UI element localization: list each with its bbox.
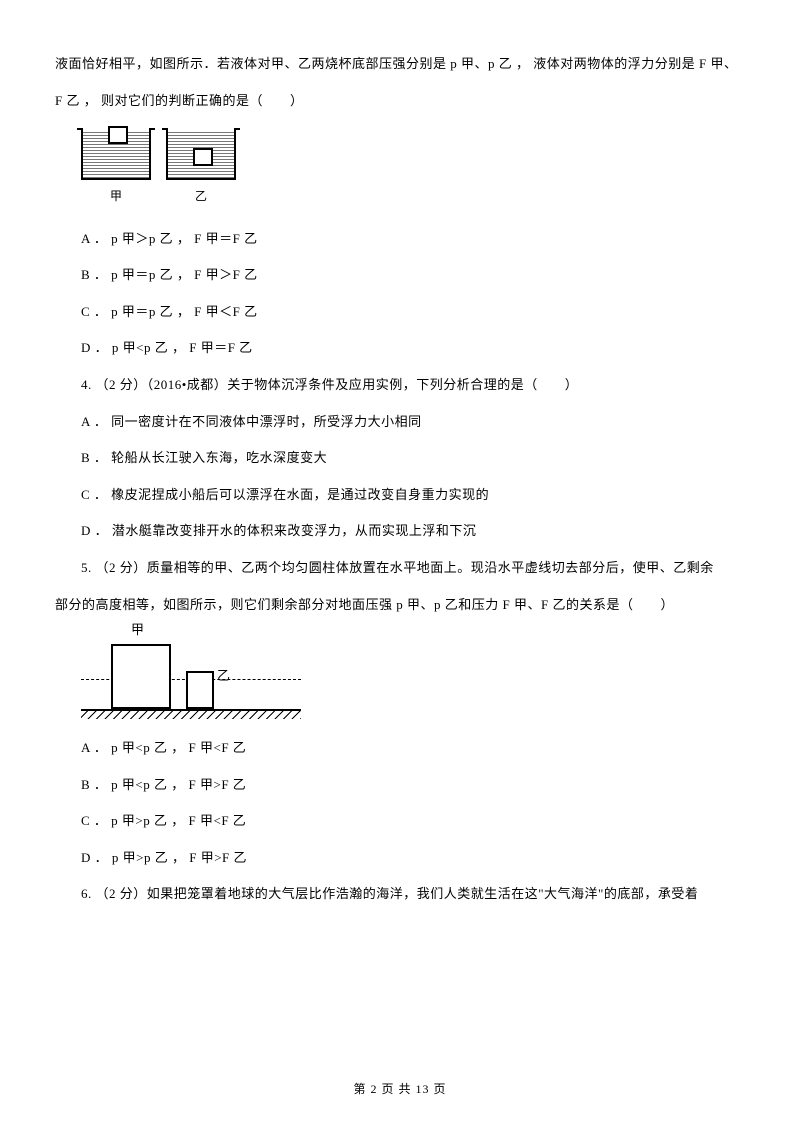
- q3-intro-line2: F 乙 ， 则对它们的判断正确的是（ ）: [55, 87, 745, 116]
- q4-option-d: D ． 潜水艇靠改变排开水的体积来改变浮力，从而实现上浮和下沉: [55, 517, 745, 546]
- q3-option-d: D ． p 甲<p 乙 ， F 甲＝F 乙: [55, 334, 745, 363]
- page-footer: 第 2 页 共 13 页: [0, 1076, 800, 1102]
- q5-stem-line2: 部分的高度相等，如图所示，则它们剩余部分对地面压强 p 甲、p 乙和压力 F 甲…: [55, 591, 745, 620]
- q5-option-d: D ． p 甲>p 乙 ， F 甲>F 乙: [55, 844, 745, 873]
- q4-option-c: C ． 橡皮泥捏成小船后可以漂浮在水面，是通过改变自身重力实现的: [55, 481, 745, 510]
- cyl-yi-label: 乙: [217, 662, 230, 691]
- q3-intro-line1: 液面恰好相平，如图所示．若液体对甲、乙两烧杯底部压强分别是 p 甲、p 乙 ， …: [55, 50, 745, 79]
- q5-stem-line1: 5. （2 分）质量相等的甲、乙两个均匀圆柱体放置在水平地面上。现沿水平虚线切去…: [55, 554, 745, 583]
- beaker-jia-label: 甲: [81, 183, 151, 209]
- q6-stem: 6. （2 分）如果把笼罩着地球的大气层比作浩瀚的海洋，我们人类就生活在这"大气…: [55, 880, 745, 909]
- beaker-yi: 乙: [166, 130, 236, 209]
- q4-option-a: A ． 同一密度计在不同液体中漂浮时，所受浮力大小相同: [55, 408, 745, 437]
- q4-option-b: B ． 轮船从长江驶入东海，吃水深度变大: [55, 444, 745, 473]
- q3-option-a: A ． p 甲＞p 乙 ， F 甲＝F 乙: [55, 225, 745, 254]
- figure-beakers: 甲 乙: [81, 130, 745, 209]
- beaker-jia: 甲: [81, 130, 151, 209]
- beaker-yi-label: 乙: [166, 183, 236, 209]
- q5-option-a: A ． p 甲<p 乙 ， F 甲<F 乙: [55, 734, 745, 763]
- figure-cylinders: 甲 乙: [81, 634, 745, 719]
- q5-option-c: C ． p 甲>p 乙 ， F 甲<F 乙: [55, 807, 745, 836]
- q3-option-c: C ． p 甲＝p 乙 ， F 甲＜F 乙: [55, 298, 745, 327]
- q5-option-b: B ． p 甲<p 乙 ， F 甲>F 乙: [55, 771, 745, 800]
- cyl-jia-label: 甲: [131, 616, 144, 645]
- q3-option-b: B ． p 甲＝p 乙 ， F 甲＞F 乙: [55, 261, 745, 290]
- q4-stem: 4. （2 分）（2016•成都）关于物体沉浮条件及应用实例，下列分析合理的是（…: [55, 371, 745, 400]
